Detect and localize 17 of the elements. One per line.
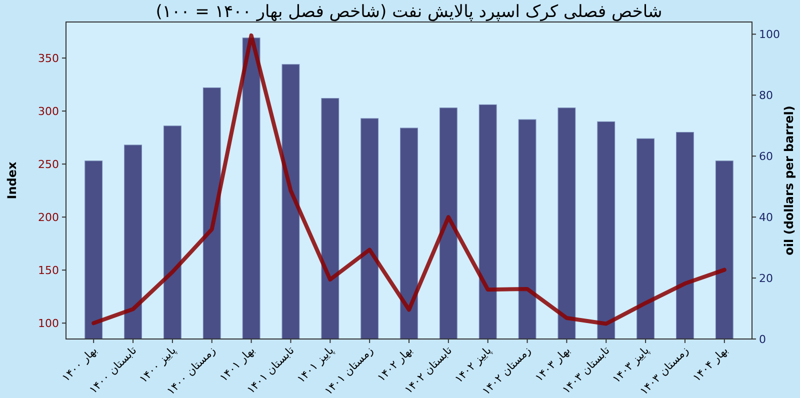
y2-axis-title: oil (dollars per barrel) bbox=[782, 106, 796, 256]
y-tick-label: 350 bbox=[38, 52, 59, 66]
y2-tick-label: 20 bbox=[759, 272, 773, 286]
y2-tick-label: 80 bbox=[759, 89, 773, 102]
y-tick-label: 250 bbox=[38, 158, 59, 172]
x-tick-label: بهار ۱۴۰۴ bbox=[690, 344, 731, 384]
y-axis-title: Index bbox=[5, 162, 19, 200]
y2-tick-label: 60 bbox=[759, 150, 773, 164]
chart-title: شاخص فصلی کرک اسپرد پالایش نفت (شاخص فصل بهار ۱۴۰۰ = ۱۰۰) bbox=[156, 2, 662, 22]
y-tick-label: 200 bbox=[38, 211, 59, 224]
y-tick-label: 300 bbox=[38, 105, 59, 118]
y2-tick-label: 100 bbox=[759, 28, 780, 42]
y2-tick-label: 40 bbox=[759, 211, 773, 224]
y2-tick-label: 0 bbox=[759, 333, 766, 346]
y-tick-label: 150 bbox=[38, 264, 59, 278]
y-tick-label: 100 bbox=[38, 317, 59, 330]
line-series bbox=[92, 33, 726, 326]
